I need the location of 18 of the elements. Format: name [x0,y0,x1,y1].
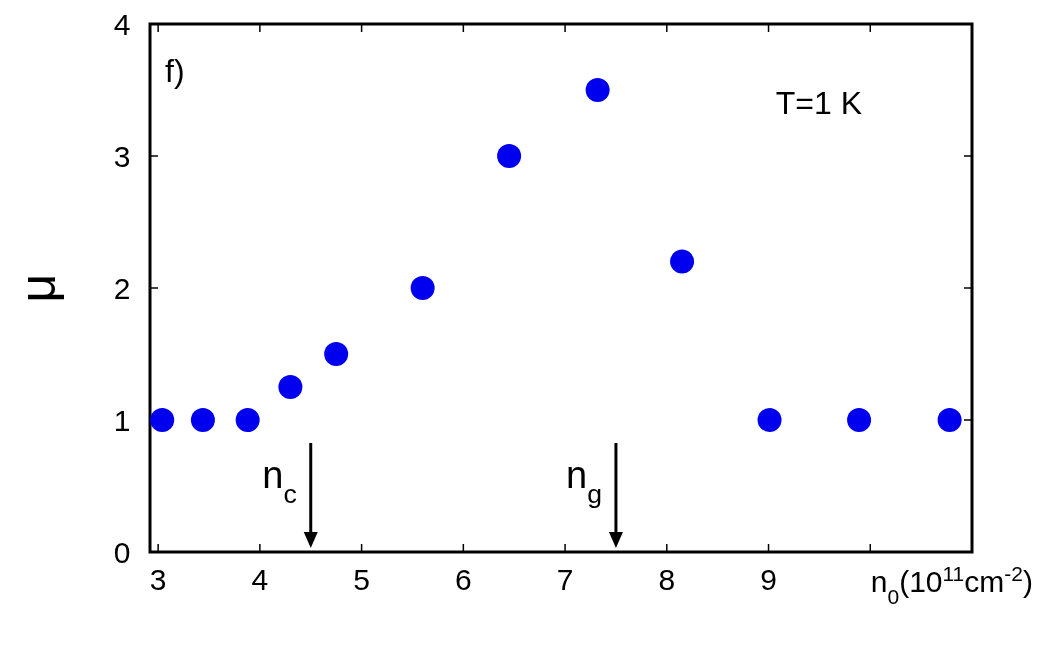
ref-line-label: n$_{c}$ [262,454,297,509]
ref-line-label: n$_{g}$ [566,454,602,509]
x-axis-title: n$_{0}$(10$^{11}$cm$^{-2}$) [870,561,1033,608]
y-tick-label: 1 [113,404,131,437]
x-tick-label: 9 [760,563,777,596]
annotation: f) [165,53,185,89]
x-tick-label: 6 [454,563,472,596]
x-tick-label: 3 [149,563,167,596]
x-tick-label: 7 [556,563,574,596]
y-tick-label: 4 [113,8,131,41]
y-tick-label: 3 [113,140,131,173]
y-axis-title: μ [10,273,66,303]
x-tick-label: 8 [658,563,676,596]
y-tick-label: 2 [113,272,131,305]
annotation: T=1 K [775,85,862,121]
y-tick-label: 0 [113,536,131,569]
x-tick-label: 4 [251,563,269,596]
x-tick-label: 5 [353,563,370,596]
